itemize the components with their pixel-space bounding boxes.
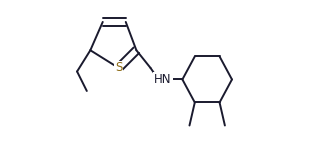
Text: S: S <box>115 61 122 75</box>
Text: HN: HN <box>154 73 172 86</box>
